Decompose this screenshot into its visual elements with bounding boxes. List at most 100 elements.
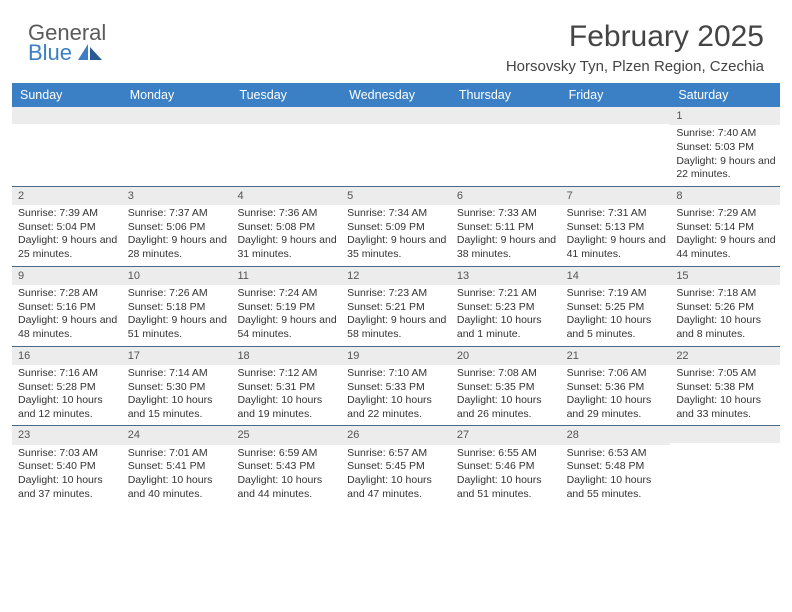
dayheader-sun: Sunday	[12, 83, 122, 107]
daylight-text: Daylight: 9 hours and 38 minutes.	[457, 234, 557, 261]
weeks-container: 1Sunrise: 7:40 AMSunset: 5:03 PMDaylight…	[12, 107, 780, 505]
dayheader-wed: Wednesday	[341, 83, 451, 107]
calendar-cell: 27Sunrise: 6:55 AMSunset: 5:46 PMDayligh…	[451, 426, 561, 505]
location-text: Horsovsky Tyn, Plzen Region, Czechia	[506, 58, 764, 75]
day-number: 12	[341, 267, 451, 285]
daylight-text: Daylight: 9 hours and 22 minutes.	[676, 155, 776, 182]
daylight-text: Daylight: 10 hours and 5 minutes.	[567, 314, 667, 341]
calendar-cell	[231, 107, 341, 186]
sunset-text: Sunset: 5:18 PM	[128, 301, 228, 315]
day-number: 5	[341, 187, 451, 205]
sunrise-text: Sunrise: 7:39 AM	[18, 207, 118, 221]
sunrise-text: Sunrise: 7:03 AM	[18, 447, 118, 461]
calendar-cell: 15Sunrise: 7:18 AMSunset: 5:26 PMDayligh…	[670, 267, 780, 346]
cell-body: Sunrise: 7:29 AMSunset: 5:14 PMDaylight:…	[670, 207, 780, 266]
day-number: 2	[12, 187, 122, 205]
sunset-text: Sunset: 5:26 PM	[676, 301, 776, 315]
day-number: 25	[231, 426, 341, 444]
sunset-text: Sunset: 5:45 PM	[347, 460, 447, 474]
daylight-text: Daylight: 9 hours and 44 minutes.	[676, 234, 776, 261]
sunrise-text: Sunrise: 7:18 AM	[676, 287, 776, 301]
day-number	[561, 107, 671, 124]
day-number: 20	[451, 347, 561, 365]
cell-body: Sunrise: 7:21 AMSunset: 5:23 PMDaylight:…	[451, 287, 561, 346]
sunset-text: Sunset: 5:43 PM	[237, 460, 337, 474]
daylight-text: Daylight: 9 hours and 28 minutes.	[128, 234, 228, 261]
day-number: 19	[341, 347, 451, 365]
title-block: February 2025 Horsovsky Tyn, Plzen Regio…	[506, 20, 764, 75]
day-number: 15	[670, 267, 780, 285]
sunset-text: Sunset: 5:03 PM	[676, 141, 776, 155]
sunset-text: Sunset: 5:13 PM	[567, 221, 667, 235]
calendar-cell: 3 Sunrise: 7:37 AMSunset: 5:06 PMDaylight…	[122, 187, 232, 266]
sunset-text: Sunset: 5:46 PM	[457, 460, 557, 474]
sunrise-text: Sunrise: 7:24 AM	[237, 287, 337, 301]
dayheader-mon: Monday	[122, 83, 232, 107]
brand-line2: Blue	[28, 40, 72, 65]
sunset-text: Sunset: 5:41 PM	[128, 460, 228, 474]
sunrise-text: Sunrise: 7:26 AM	[128, 287, 228, 301]
page-header: General Blue February 2025 Horsovsky Tyn…	[0, 0, 792, 83]
sunrise-text: Sunrise: 7:40 AM	[676, 127, 776, 141]
calendar-cell: 20 Sunrise: 7:08 AMSunset: 5:35 PMDayligh…	[451, 347, 561, 426]
sunrise-text: Sunrise: 6:57 AM	[347, 447, 447, 461]
day-number	[451, 107, 561, 124]
day-number: 18	[231, 347, 341, 365]
cell-body: Sunrise: 7:31 AMSunset: 5:13 PMDaylight:…	[561, 207, 671, 266]
calendar-cell: 5 Sunrise: 7:34 AMSunset: 5:09 PMDaylight…	[341, 187, 451, 266]
sunset-text: Sunset: 5:48 PM	[567, 460, 667, 474]
calendar-cell: 7 Sunrise: 7:31 AMSunset: 5:13 PMDaylight…	[561, 187, 671, 266]
day-number: 7	[561, 187, 671, 205]
daylight-text: Daylight: 10 hours and 19 minutes.	[237, 394, 337, 421]
daylight-text: Daylight: 10 hours and 1 minute.	[457, 314, 557, 341]
week-row: 1 Sunrise: 7:40 AMSunset: 5:03 PMDaylight…	[12, 107, 780, 186]
calendar: Sunday Monday Tuesday Wednesday Thursday…	[0, 83, 792, 505]
cell-body: Sunrise: 7:06 AMSunset: 5:36 PMDaylight:…	[561, 367, 671, 426]
day-number: 10	[122, 267, 232, 285]
daylight-text: Daylight: 10 hours and 22 minutes.	[347, 394, 447, 421]
brand-logo: General Blue	[28, 20, 106, 66]
cell-body: Sunrise: 7:05 AMSunset: 5:38 PMDaylight:…	[670, 367, 780, 426]
day-number	[670, 426, 780, 443]
calendar-cell: 24Sunrise: 7:01 AMSunset: 5:41 PMDayligh…	[122, 426, 232, 505]
calendar-cell: 22Sunrise: 7:05 AMSunset: 5:38 PMDayligh…	[670, 347, 780, 426]
calendar-cell: 19 Sunrise: 7:10 AMSunset: 5:33 PMDayligh…	[341, 347, 451, 426]
sunrise-text: Sunrise: 7:08 AM	[457, 367, 557, 381]
sunset-text: Sunset: 5:31 PM	[237, 381, 337, 395]
day-number: 4	[231, 187, 341, 205]
cell-body: Sunrise: 7:19 AMSunset: 5:25 PMDaylight:…	[561, 287, 671, 346]
sunrise-text: Sunrise: 7:10 AM	[347, 367, 447, 381]
sunset-text: Sunset: 5:25 PM	[567, 301, 667, 315]
daylight-text: Daylight: 9 hours and 41 minutes.	[567, 234, 667, 261]
day-number	[231, 107, 341, 124]
cell-body: Sunrise: 7:03 AMSunset: 5:40 PMDaylight:…	[12, 447, 122, 506]
day-number: 28	[561, 426, 671, 444]
sunset-text: Sunset: 5:21 PM	[347, 301, 447, 315]
sunrise-text: Sunrise: 6:59 AM	[237, 447, 337, 461]
sunset-text: Sunset: 5:36 PM	[567, 381, 667, 395]
sunrise-text: Sunrise: 7:29 AM	[676, 207, 776, 221]
sunset-text: Sunset: 5:30 PM	[128, 381, 228, 395]
sunrise-text: Sunrise: 7:01 AM	[128, 447, 228, 461]
daylight-text: Daylight: 10 hours and 29 minutes.	[567, 394, 667, 421]
sunset-text: Sunset: 5:38 PM	[676, 381, 776, 395]
day-number: 26	[341, 426, 451, 444]
day-number: 11	[231, 267, 341, 285]
cell-body: Sunrise: 7:10 AMSunset: 5:33 PMDaylight:…	[341, 367, 451, 426]
cell-body: Sunrise: 7:08 AMSunset: 5:35 PMDaylight:…	[451, 367, 561, 426]
day-number: 17	[122, 347, 232, 365]
sunrise-text: Sunrise: 7:23 AM	[347, 287, 447, 301]
cell-body: Sunrise: 7:34 AMSunset: 5:09 PMDaylight:…	[341, 207, 451, 266]
cell-body: Sunrise: 7:37 AMSunset: 5:06 PMDaylight:…	[122, 207, 232, 266]
sunrise-text: Sunrise: 7:36 AM	[237, 207, 337, 221]
calendar-cell: 14Sunrise: 7:19 AMSunset: 5:25 PMDayligh…	[561, 267, 671, 346]
calendar-cell	[670, 426, 780, 505]
calendar-cell: 17Sunrise: 7:14 AMSunset: 5:30 PMDayligh…	[122, 347, 232, 426]
daylight-text: Daylight: 10 hours and 26 minutes.	[457, 394, 557, 421]
cell-body: Sunrise: 7:36 AMSunset: 5:08 PMDaylight:…	[231, 207, 341, 266]
week-row: 9Sunrise: 7:28 AMSunset: 5:16 PMDaylight…	[12, 266, 780, 346]
day-number: 1	[670, 107, 780, 125]
day-number	[12, 107, 122, 124]
calendar-cell: 8Sunrise: 7:29 AMSunset: 5:14 PMDaylight…	[670, 187, 780, 266]
day-number: 3	[122, 187, 232, 205]
